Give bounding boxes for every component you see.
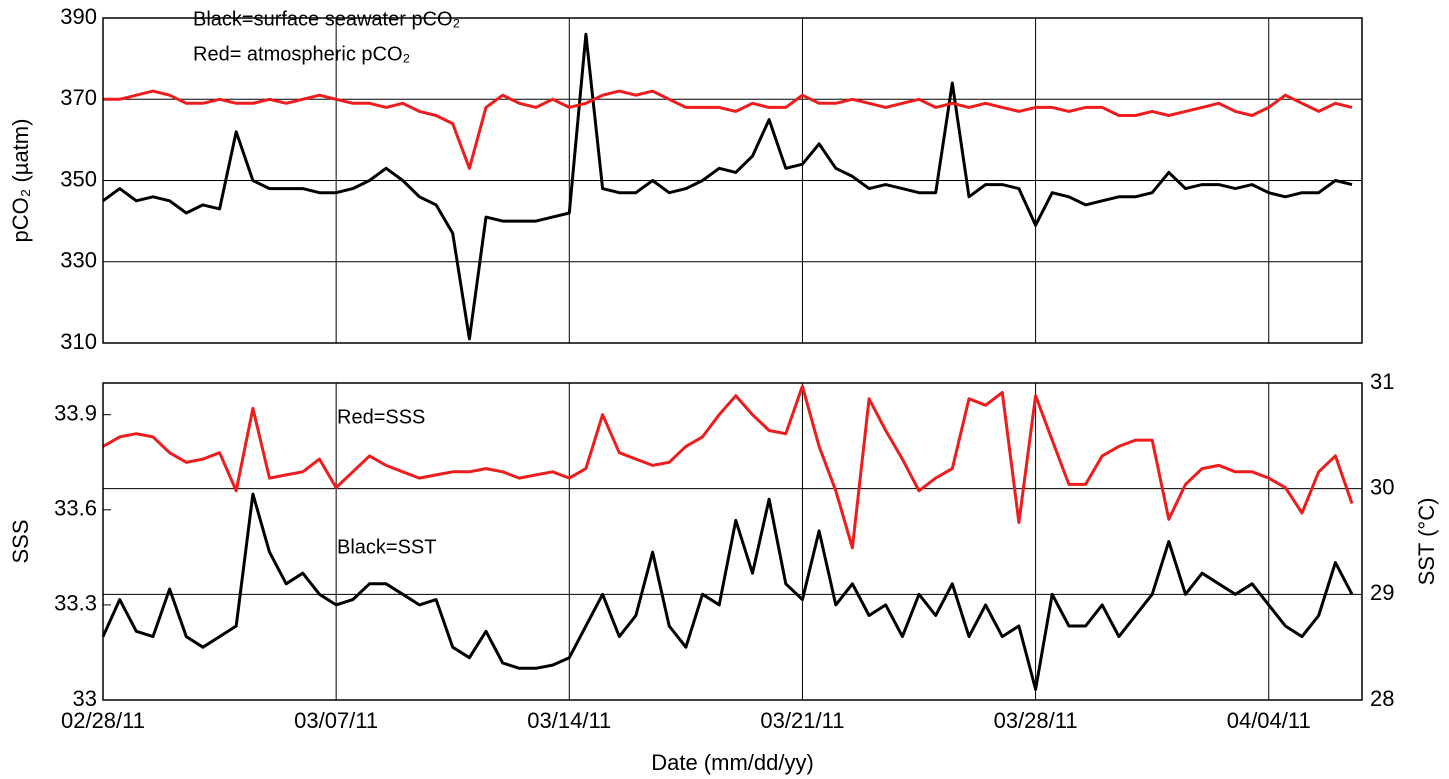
x-tick-label: 03/07/11 (294, 708, 378, 733)
x-tick-label: 04/04/11 (1227, 708, 1311, 733)
annotation: Red=SSS (337, 406, 425, 428)
plot-frame (102, 382, 1363, 701)
y2-tick-label: 29 (1370, 580, 1394, 605)
y-tick-label: 33 (73, 686, 97, 711)
x-tick-label: 02/28/11 (61, 708, 145, 733)
x-tick-label: 03/28/11 (994, 708, 1078, 733)
y2-tick-label: 28 (1370, 686, 1394, 711)
y-tick-label: 33.6 (54, 496, 97, 521)
x-axis-label: Date (mm/dd/yy) (651, 750, 814, 775)
x-tick-label: 03/21/11 (760, 708, 844, 733)
y-tick-label: 350 (60, 166, 97, 191)
annotation: Red= atmospheric pCO₂ (193, 43, 410, 65)
x-tick-label: 03/14/11 (527, 708, 611, 733)
annotation: Black=SST (337, 536, 436, 558)
data-line (102, 384, 1354, 550)
y-tick-label: 330 (60, 248, 97, 273)
plot-frame (102, 17, 1363, 344)
y2-tick-label: 31 (1370, 369, 1394, 394)
y-axis-label: SSS (8, 519, 33, 563)
data-line (102, 32, 1353, 341)
annotation: Black=surface seawater pCO₂ (193, 8, 460, 30)
data-line (103, 89, 1353, 170)
y-tick-label: 33.3 (54, 591, 97, 616)
y-axis-label: pCO₂ (µatm) (8, 119, 33, 243)
y2-tick-label: 30 (1370, 474, 1394, 499)
y-tick-label: 310 (60, 329, 97, 354)
y-tick-label: 33.9 (54, 401, 97, 426)
y2-axis-label: SST (°C) (1414, 498, 1439, 586)
data-line (101, 492, 1354, 691)
y-tick-label: 390 (60, 4, 97, 29)
y-tick-label: 370 (60, 85, 97, 110)
